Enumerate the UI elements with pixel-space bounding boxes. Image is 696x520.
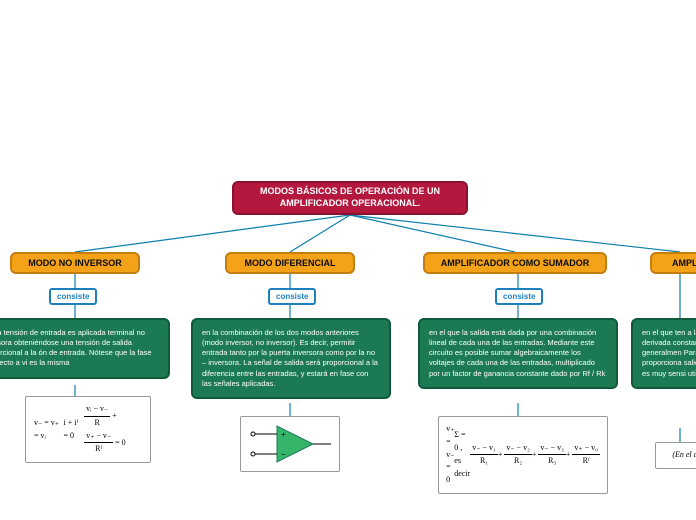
svg-text:−: − [281,450,286,459]
tag-consiste-2: consiste [268,288,316,305]
sub-node-diferencial: MODO DIFERENCIAL [225,252,355,274]
opamp-diagram: + − [240,416,340,472]
formula-sumador: v₊ = v₋ = 0 Σ = 0 , es decir v₋ − v₁R₁+ … [438,416,608,494]
concept-map: { "type": "concept-map", "background_col… [0,0,696,520]
root-label: MODOS BÁSICOS DE OPERACIÓN DE UN AMPLIFI… [242,186,458,209]
tag-consiste-3: consiste [495,288,543,305]
formula-amplif-cut: (En el d [655,442,696,469]
desc-amplif-cut: en el que ten a la derivada constante de… [631,318,696,389]
sub-node-no-inversor: MODO NO INVERSOR [10,252,140,274]
svg-text:+: + [281,430,286,439]
desc-no-inversor: que la tensión de entrada es aplicada te… [0,318,170,379]
root-node: MODOS BÁSICOS DE OPERACIÓN DE UN AMPLIFI… [232,181,468,215]
formula-no-inversor: v₋ = v₊ = vᵢ i + iᶠ = 0 vᵢ − v₋R + v₊ − … [25,396,151,463]
sub-node-sumador: AMPLIFICADOR COMO SUMADOR [423,252,607,274]
opamp-svg: + − [247,422,333,466]
tag-consiste-1: consiste [49,288,97,305]
sub-node-amplif-cut: AMPLIFI [650,252,696,274]
desc-diferencial: en la combinación de los dos modos anter… [191,318,391,399]
desc-sumador: en el que la salida está dada por una co… [418,318,618,389]
